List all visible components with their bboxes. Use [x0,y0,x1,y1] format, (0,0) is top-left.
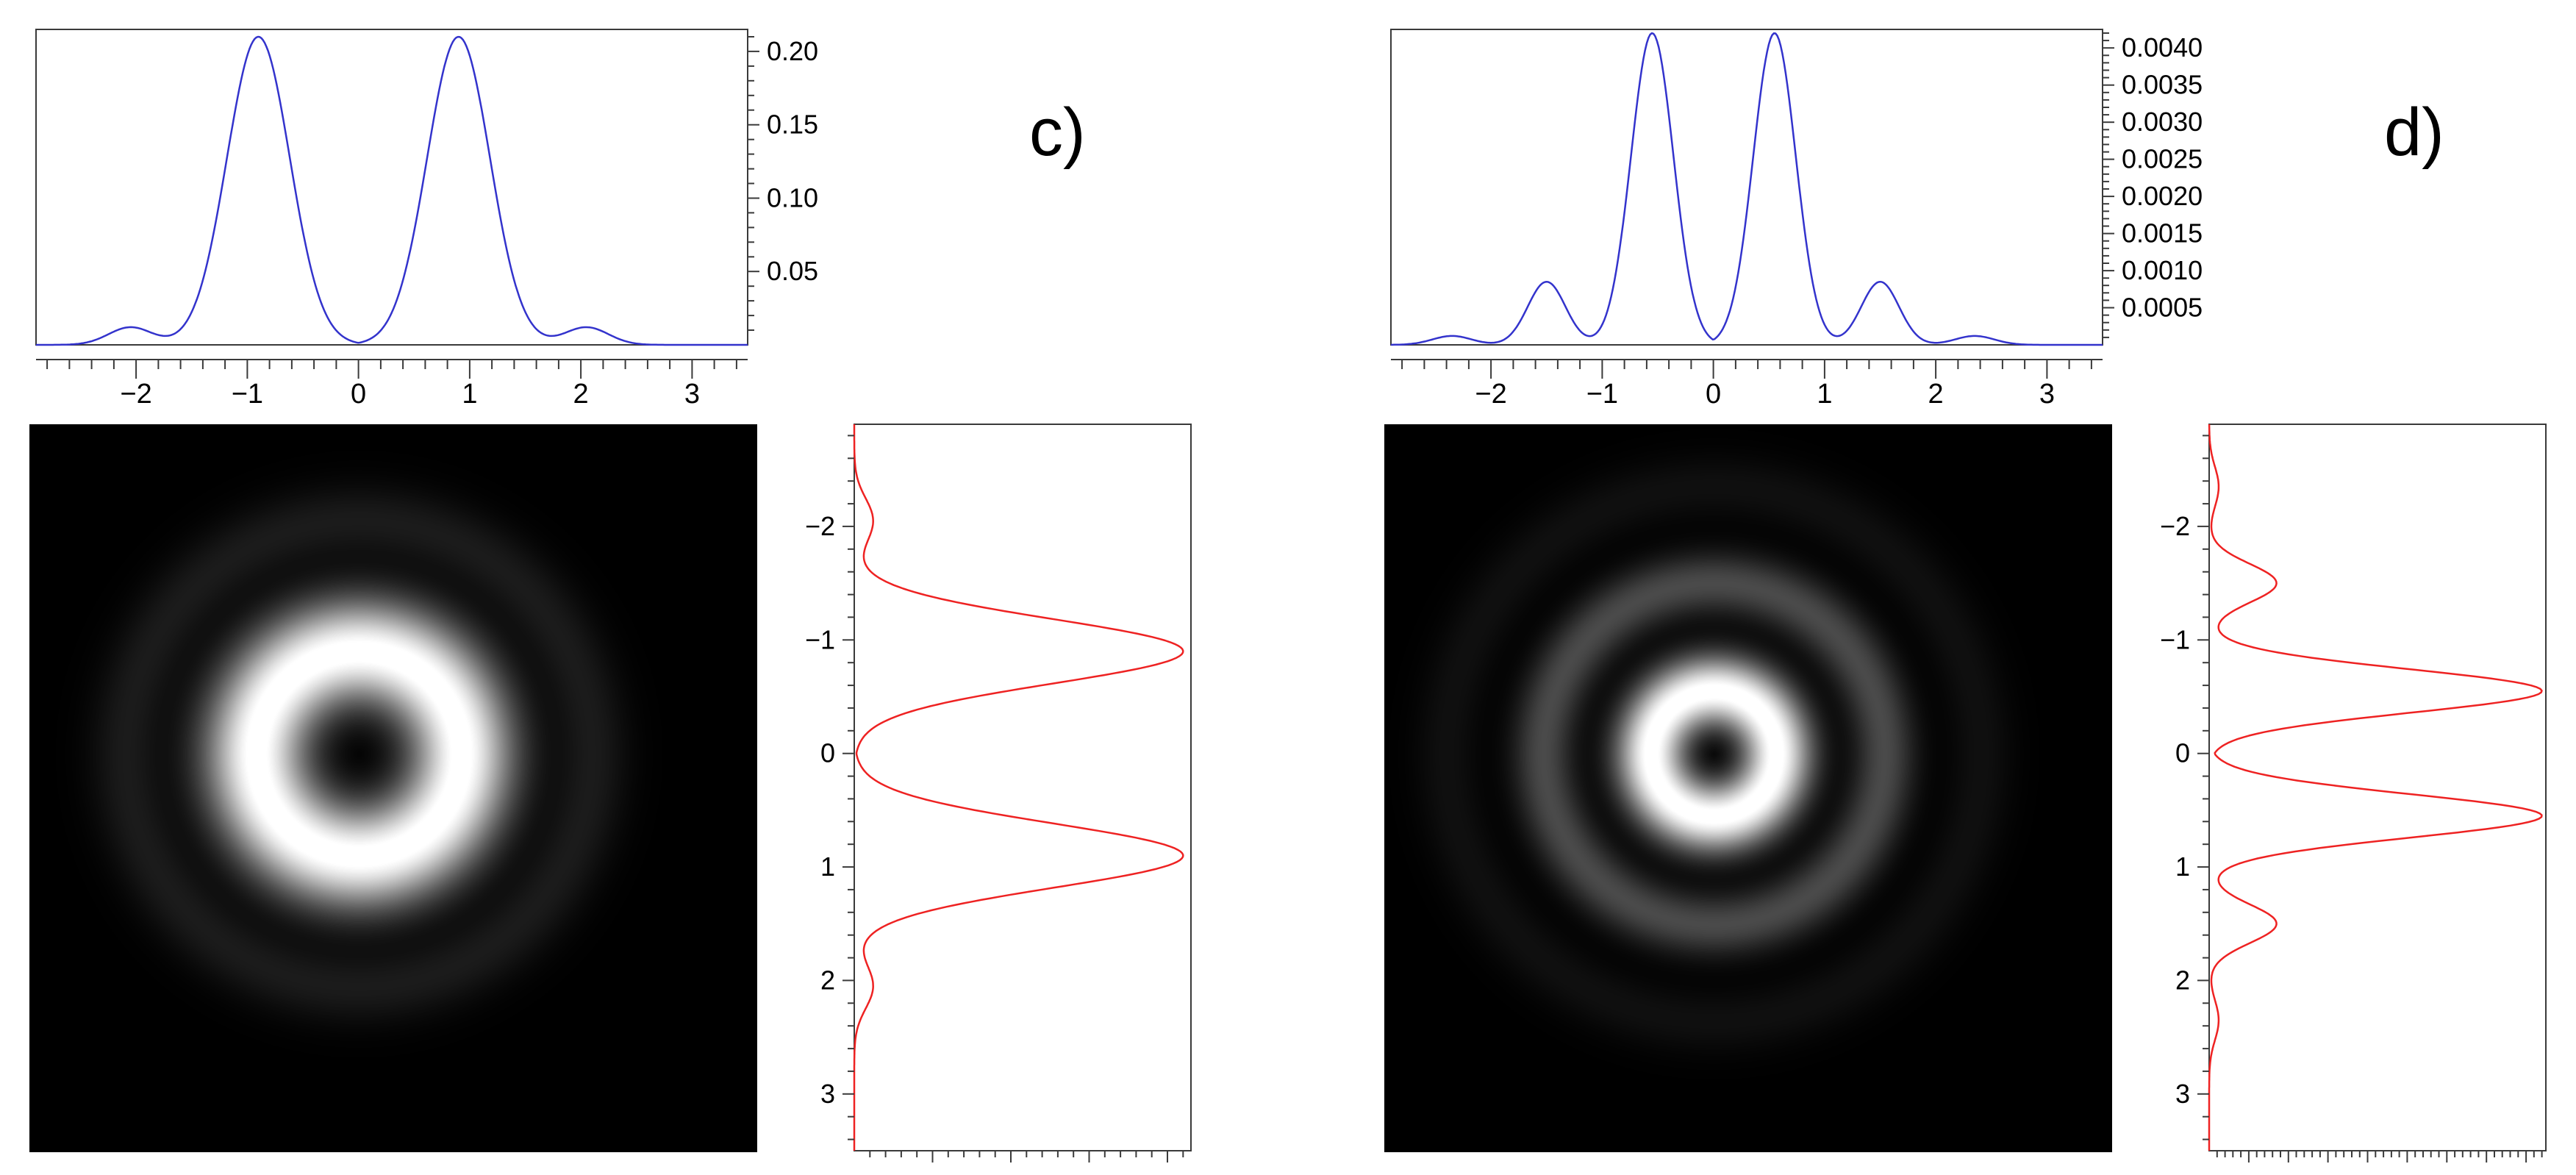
svg-text:−1: −1 [1586,379,1618,410]
svg-text:−2: −2 [805,511,835,541]
svg-text:−2: −2 [2160,511,2190,541]
beam-image-c [29,424,757,1152]
svg-text:−1: −1 [2160,624,2190,654]
svg-text:0.0040: 0.0040 [2122,32,2203,63]
side-chart-c: −2 −1 0 1 2 3 [805,424,1192,1162]
svg-text:0.0035: 0.0035 [2122,70,2203,100]
svg-text:0.0010: 0.0010 [2122,255,2203,285]
top-chart-c: 0.05 0.10 0.15 0.20 −2 −1 0 1 2 3 [35,29,818,410]
svg-text:0.05: 0.05 [767,256,818,286]
svg-text:3: 3 [2039,379,2055,410]
svg-text:0.0020: 0.0020 [2122,181,2203,211]
svg-text:0: 0 [1706,379,1721,410]
svg-text:0: 0 [351,379,366,410]
svg-text:1: 1 [2175,851,2190,882]
svg-text:3: 3 [2175,1079,2190,1109]
panel-label-d: d) [2384,95,2444,170]
panel-label-c: c) [1029,95,1086,170]
svg-text:0: 0 [820,738,835,768]
svg-text:0.0015: 0.0015 [2122,218,2203,249]
svg-text:0.10: 0.10 [767,183,818,213]
svg-text:1: 1 [820,851,835,882]
svg-text:0.15: 0.15 [767,110,818,140]
svg-text:−2: −2 [1475,379,1506,410]
svg-text:1: 1 [462,379,477,410]
side-chart-d: −2 −1 0 1 2 3 [2160,424,2547,1162]
svg-text:2: 2 [1928,379,1944,410]
svg-text:−1: −1 [232,379,263,410]
svg-text:2: 2 [820,965,835,995]
svg-text:0.0030: 0.0030 [2122,107,2203,137]
svg-text:−2: −2 [120,379,151,410]
svg-text:0.20: 0.20 [767,36,818,66]
svg-text:2: 2 [573,379,589,410]
top-chart-d: 0.0005 0.0010 0.0015 0.0020 0.0025 0.0030 0.00… [1390,29,2203,410]
svg-text:0: 0 [2175,738,2190,768]
svg-text:1: 1 [1817,379,1832,410]
svg-text:−1: −1 [805,624,835,654]
svg-text:0.0025: 0.0025 [2122,144,2203,174]
svg-text:3: 3 [820,1079,835,1109]
svg-text:0.0005: 0.0005 [2122,293,2203,323]
svg-text:3: 3 [684,379,700,410]
svg-text:2: 2 [2175,965,2190,995]
beam-image-d [1384,424,2112,1152]
